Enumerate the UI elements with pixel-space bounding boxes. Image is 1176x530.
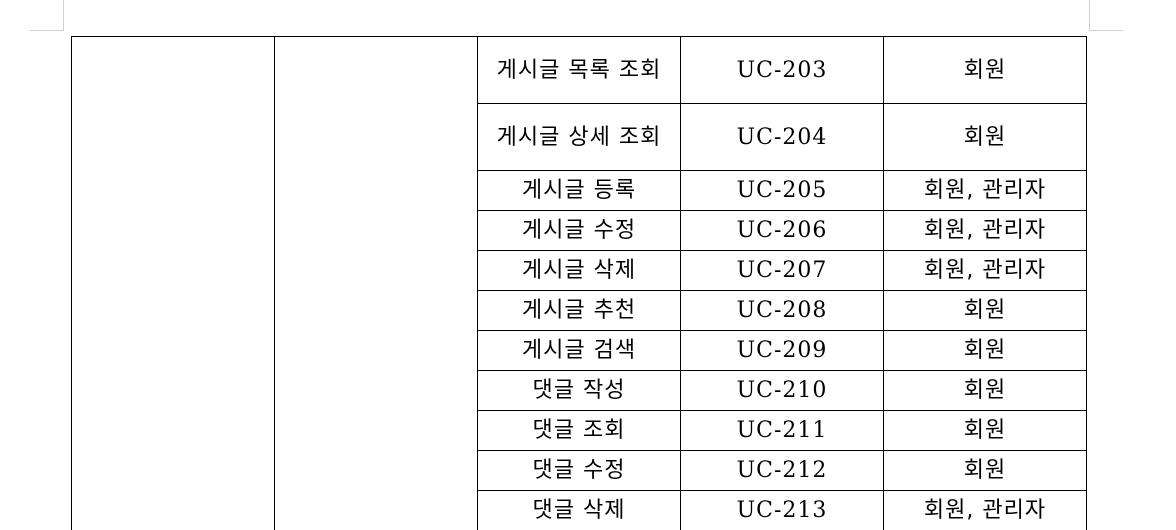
use-case-name: 게시글 등록 xyxy=(477,170,681,211)
table-row: 댓글 조회 UC-211 회원 xyxy=(72,410,1087,451)
use-case-name: 게시글 삭제 xyxy=(477,250,681,291)
category-cell xyxy=(71,36,275,530)
use-case-id: UC-206 xyxy=(680,210,884,251)
use-case-id: UC-204 xyxy=(680,103,884,171)
use-case-name: 댓글 조회 xyxy=(477,410,681,451)
use-case-actor: 회원, 관리자 xyxy=(883,170,1087,211)
use-case-actor: 회원, 관리자 xyxy=(883,250,1087,291)
use-case-actor: 회원 xyxy=(883,36,1087,104)
table-row: 게시글 목록 조회 UC-203 회원 xyxy=(71,36,1087,530)
use-case-actor: 회원 xyxy=(883,410,1087,451)
margin-mark-top-left-horizontal xyxy=(30,30,64,31)
margin-mark-top-left xyxy=(63,0,64,30)
table-row: 게시글 검색 UC-209 회원 xyxy=(72,330,1087,371)
use-case-id: UC-207 xyxy=(680,250,884,291)
table-row: 댓글 작성 UC-210 회원 xyxy=(72,370,1087,411)
use-case-id: UC-212 xyxy=(680,450,884,491)
use-case-id: UC-209 xyxy=(680,330,884,371)
use-case-name: 댓글 수정 xyxy=(477,450,681,491)
use-case-actor: 회원 xyxy=(883,450,1087,491)
table-row: 댓글 수정 UC-212 회원 xyxy=(72,450,1087,491)
use-case-id: UC-213 xyxy=(680,490,884,530)
use-case-name: 게시글 상세 조회 xyxy=(477,103,681,171)
use-case-id: UC-203 xyxy=(680,36,884,104)
table-row: 게시글 상세 조회 UC-204 회원 xyxy=(72,103,1087,171)
table-row: 게시글 삭제 UC-207 회원, 관리자 xyxy=(72,250,1087,291)
use-case-name: 게시글 수정 xyxy=(477,210,681,251)
use-case-id: UC-205 xyxy=(680,170,884,211)
use-case-id: UC-208 xyxy=(680,290,884,331)
use-case-actor: 회원 xyxy=(883,330,1087,371)
use-case-actor: 회원 xyxy=(883,370,1087,411)
use-case-id: UC-211 xyxy=(680,410,884,451)
use-case-actor: 회원 xyxy=(883,290,1087,331)
use-case-actor: 회원, 관리자 xyxy=(883,210,1087,251)
margin-mark-top-right-horizontal xyxy=(1089,30,1123,31)
use-case-name: 댓글 삭제 xyxy=(477,490,681,530)
subcategory-cell xyxy=(274,36,478,530)
use-case-name: 게시글 추천 xyxy=(477,290,681,331)
use-case-actor: 회원 xyxy=(883,103,1087,171)
use-case-name: 댓글 작성 xyxy=(477,370,681,411)
use-case-name: 게시글 목록 조회 xyxy=(477,36,681,104)
use-case-id: UC-210 xyxy=(680,370,884,411)
use-case-table: 게시글 목록 조회 UC-203 회원 게시글 상세 조회 UC-204 회원 … xyxy=(71,36,1087,530)
use-case-name: 게시글 검색 xyxy=(477,330,681,371)
table-row: 게시글 추천 UC-208 회원 xyxy=(72,290,1087,331)
margin-mark-top-right xyxy=(1089,0,1090,30)
use-case-actor: 회원, 관리자 xyxy=(883,490,1087,530)
